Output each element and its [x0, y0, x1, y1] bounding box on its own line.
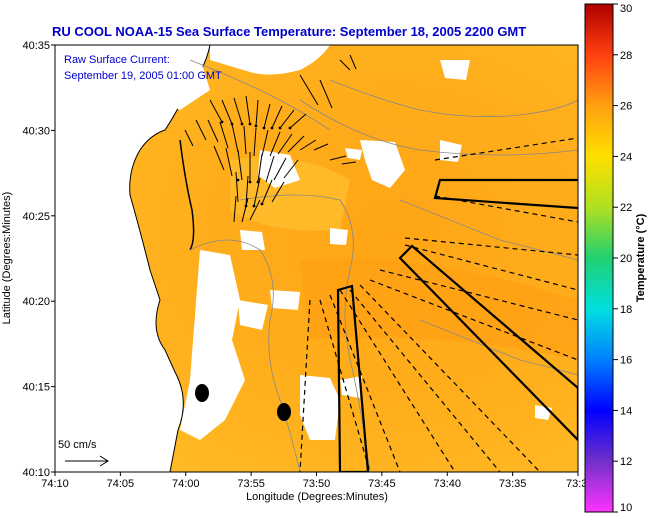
- cloud-patch: [270, 290, 300, 310]
- y-tick-label: 40:30: [22, 125, 50, 137]
- colorbar-tick-label: 12: [620, 456, 632, 468]
- dashed-radials: [299, 137, 578, 472]
- y-tick-label: 40:20: [22, 296, 50, 308]
- x-axis: 74:10 74:05 74:00 73:55 73:50 73:45 73:40 73:35…: [41, 472, 587, 490]
- colorbar-tick-label: 18: [620, 304, 632, 316]
- scale-label: 50 cm/s: [58, 439, 97, 451]
- colorbar-tick-label: 30: [620, 3, 632, 15]
- x-axis-label: Longitude (Degrees:Minutes): [246, 491, 388, 503]
- x-tick-label: 74:00: [172, 478, 200, 490]
- plot-area: [55, 45, 578, 472]
- sandy-hook: [179, 139, 195, 251]
- colorbar-tick-label: 22: [620, 202, 632, 214]
- x-tick-label: 73:50: [303, 478, 331, 490]
- colorbar-tick-label: 26: [620, 101, 632, 113]
- cloud-patch: [135, 55, 210, 110]
- bathymetry-contours: [189, 59, 578, 472]
- scale-arrow-head: [99, 455, 109, 467]
- x-tick-label: 73:55: [237, 478, 265, 490]
- cloud-patch: [240, 230, 265, 250]
- chart-title: RU COOL NOAA-15 Sea Surface Temperature:…: [52, 24, 526, 39]
- station-marker: [195, 384, 209, 402]
- sst-warm-band: [300, 258, 578, 360]
- colorbar-label: Temperature (°C): [635, 213, 647, 302]
- colorbar: [584, 3, 614, 513]
- sampling-boxes: [336, 178, 578, 472]
- x-tick-label: 73:35: [499, 478, 527, 490]
- x-tick-label: 74:05: [107, 478, 135, 490]
- cloud-patch: [360, 140, 405, 188]
- colorbar-tick-label: 24: [620, 151, 632, 163]
- y-tick-label: 40:10: [22, 467, 50, 479]
- cloud-patch: [340, 376, 362, 398]
- annotation-line-2: September 19, 2005 01:00 GMT: [64, 70, 222, 82]
- y-tick-label: 40:25: [22, 211, 50, 223]
- cloud-patch: [330, 228, 348, 245]
- x-tick-label: 74:10: [41, 478, 69, 490]
- colorbar-tick-label: 14: [620, 405, 632, 417]
- current-vector-heads: [220, 120, 292, 208]
- annotation-line-1: Raw Surface Current:: [64, 54, 170, 66]
- y-axis-label: Latitude (Degrees:Minutes): [1, 192, 13, 325]
- colorbar-tick-label: 28: [620, 50, 632, 62]
- cloud-patch: [238, 300, 268, 330]
- y-tick-label: 40:35: [22, 40, 50, 52]
- cloud-patch: [300, 375, 340, 440]
- cloud-patch: [440, 60, 470, 80]
- y-axis: 40:35 40:30 40:25 40:20 40:15 40:10: [22, 40, 55, 479]
- cloud-patch: [345, 148, 362, 160]
- cloud-patch: [258, 150, 300, 188]
- colorbar-tick-label: 20: [620, 253, 632, 265]
- land-north: [210, 45, 330, 75]
- y-tick-label: 40:15: [22, 382, 50, 394]
- x-tick-label: 73:3: [566, 478, 587, 490]
- station-marker: [277, 403, 291, 421]
- x-tick-label: 73:40: [433, 478, 461, 490]
- land-mass: [55, 45, 210, 472]
- colorbar-ticks: 10 12 14 16 18 20 22 24 26 28 30: [613, 3, 632, 514]
- colorbar-tick-label: 16: [620, 355, 632, 367]
- colorbar-tick-label: 10: [620, 502, 632, 514]
- x-tick-label: 73:45: [368, 478, 396, 490]
